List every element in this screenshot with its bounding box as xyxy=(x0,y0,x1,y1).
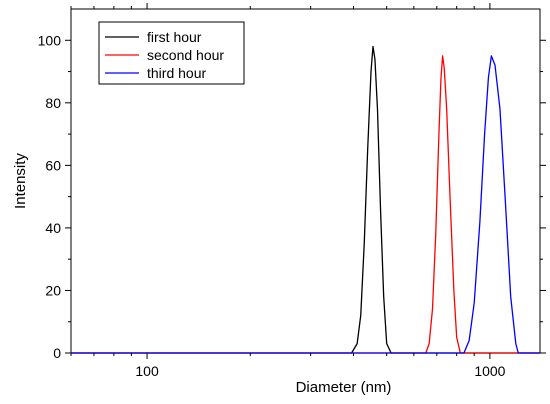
series-layer xyxy=(71,45,540,354)
y-tick-label: 100 xyxy=(38,32,62,48)
x-tick-label: 1000 xyxy=(474,363,505,379)
series-line-1 xyxy=(71,45,540,354)
y-axis-title: Intensity xyxy=(12,153,29,209)
y-tick-label: 0 xyxy=(53,345,61,361)
legend-label-2: second hour xyxy=(147,47,224,63)
y-tick-label: 20 xyxy=(45,282,61,298)
series-line-2 xyxy=(71,55,540,354)
legend: first hour second hour third hour xyxy=(98,21,245,85)
x-tick-label: 100 xyxy=(135,363,159,379)
legend-label-3: third hour xyxy=(147,65,206,81)
y-tick-label: 40 xyxy=(45,220,61,236)
legend-box xyxy=(98,21,245,85)
legend-label-1: first hour xyxy=(147,29,202,45)
y-tick-label: 80 xyxy=(45,95,61,111)
series-line-3 xyxy=(71,55,540,354)
x-axis-title: Diameter (nm) xyxy=(296,379,392,396)
y-tick-label: 60 xyxy=(45,157,61,173)
ticks-layer: 0 20 40 60 80 100 100 1000 xyxy=(38,3,546,379)
